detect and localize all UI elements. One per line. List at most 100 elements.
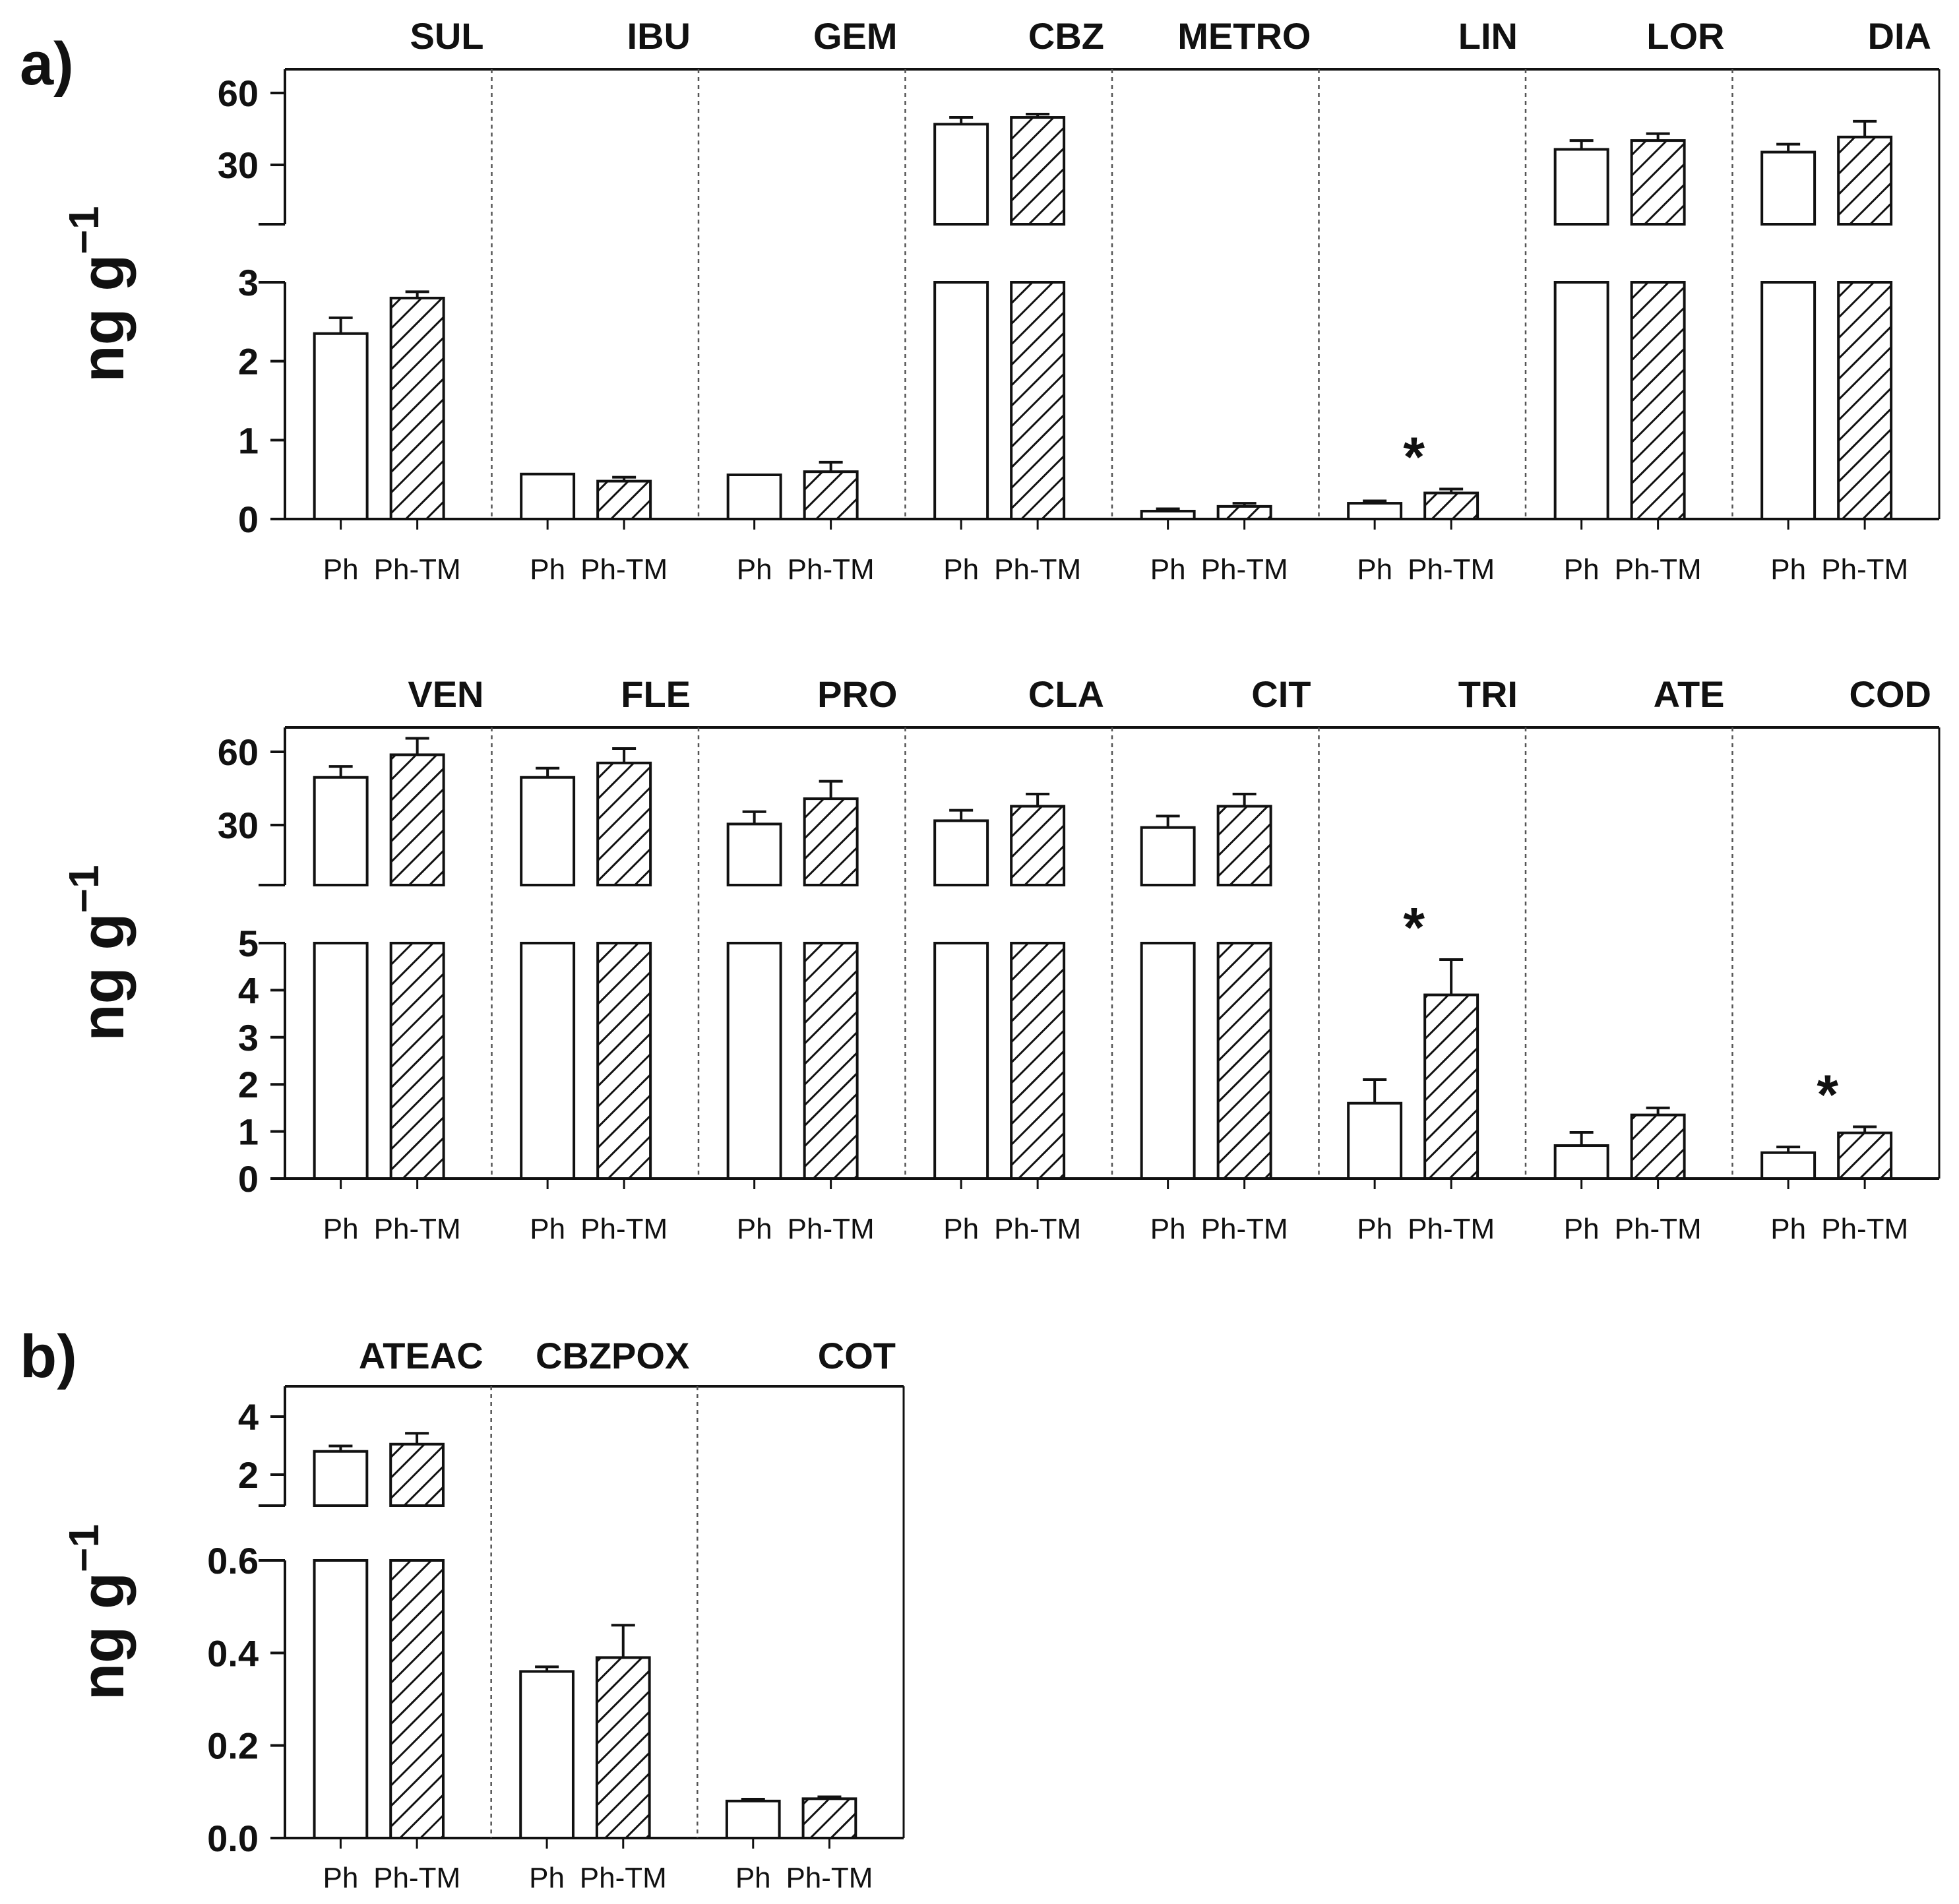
y-axis-title-text: ng g (69, 913, 137, 1041)
bar-ph (1140, 510, 1196, 520)
category-label: Ph-TM (786, 1862, 873, 1894)
drug-label: VEN (408, 673, 483, 715)
bar-ph-tm (596, 942, 652, 1180)
category-label: Ph-TM (1201, 1213, 1288, 1245)
category-label: Ph (323, 1213, 359, 1245)
bar-ph-upper (313, 1450, 369, 1508)
drug-label: IBU (627, 15, 691, 57)
bar-ph-upper (933, 819, 989, 887)
y-axis-title: ng g−1 (60, 865, 137, 1041)
drug-label: FLE (621, 673, 691, 715)
category-label: Ph-TM (994, 1213, 1081, 1245)
y-tick-label: 0.0 (207, 1818, 259, 1859)
category-label: Ph (1770, 1213, 1806, 1245)
bar-ph (1347, 1101, 1403, 1181)
bar-ph-tm (801, 1797, 857, 1840)
category-label: Ph (737, 1213, 772, 1245)
category-label: Ph (1150, 1213, 1186, 1245)
bar-ph (313, 942, 369, 1180)
bar-ph (933, 942, 989, 1180)
bar-ph-upper (933, 123, 989, 226)
bar-ph-tm-upper (1010, 805, 1066, 886)
category-label: Ph (943, 553, 979, 586)
drug-label: CBZ (1028, 15, 1104, 57)
category-label: Ph-TM (1821, 553, 1908, 586)
bar-ph-tm (389, 296, 445, 520)
drug-label: CBZPOX (536, 1335, 689, 1376)
category-label: Ph (530, 1213, 565, 1245)
bar-ph-tm (1837, 281, 1893, 520)
y-tick-label: 3 (238, 262, 259, 303)
y-tick-label: 30 (218, 805, 259, 846)
drug-label: SUL (410, 15, 484, 57)
bar-ph-tm-upper (1837, 135, 1893, 226)
bar-ph-upper (313, 776, 369, 887)
y-tick-label: 2 (238, 1454, 259, 1496)
category-label: Ph (1357, 1213, 1392, 1245)
y-tick-label: 0 (238, 499, 259, 540)
category-label: Ph-TM (580, 553, 668, 586)
y-tick-label: 30 (218, 144, 259, 186)
bar-ph-upper (1140, 826, 1196, 886)
y-tick-label: 2 (238, 1064, 259, 1105)
drug-label: DIA (1868, 15, 1931, 57)
bar-ph-tm-upper (803, 797, 859, 887)
bar-ph (520, 942, 576, 1180)
y-tick-label: 0.4 (207, 1632, 259, 1674)
category-label: Ph (943, 1213, 979, 1245)
bar-ph (1347, 502, 1403, 520)
category-label: Ph (1564, 553, 1600, 586)
category-label: Ph (1770, 553, 1806, 586)
category-label: Ph (323, 1862, 359, 1894)
category-label: Ph (735, 1862, 771, 1894)
y-tick-label: 0 (238, 1158, 259, 1200)
y-axis-title-text: ng g (69, 254, 137, 382)
bar-ph (313, 1559, 369, 1839)
y-axis-title-text: ng g (69, 1572, 137, 1700)
drug-label: LIN (1458, 15, 1518, 57)
panel-label: a) (20, 30, 74, 98)
drug-label: PRO (817, 673, 897, 715)
bar-ph-tm-upper (1216, 805, 1272, 886)
bar-ph (519, 1670, 575, 1839)
bar-ph-tm (803, 942, 859, 1180)
y-axis-title-exponent: −1 (60, 865, 108, 913)
category-label: Ph-TM (374, 553, 461, 586)
bar-ph-upper (1553, 148, 1609, 226)
category-label: Ph-TM (1821, 1213, 1908, 1245)
y-tick-label: 4 (238, 1396, 259, 1438)
bar-ph (726, 473, 782, 521)
bar-ph (933, 281, 989, 520)
category-label: Ph-TM (580, 1213, 668, 1245)
bar-ph-tm (803, 470, 859, 521)
bar-ph-tm (1630, 281, 1686, 520)
category-label: Ph (529, 1862, 565, 1894)
category-label: Ph (1357, 553, 1392, 586)
y-tick-label: 1 (238, 1111, 259, 1153)
category-label: Ph-TM (1408, 1213, 1495, 1245)
significance-star: * (1817, 1063, 1838, 1125)
category-label: Ph (323, 553, 359, 586)
category-label: Ph-TM (1408, 553, 1495, 586)
category-label: Ph (530, 553, 565, 586)
category-label: Ph-TM (580, 1862, 667, 1894)
y-tick-label: 0.6 (207, 1540, 259, 1582)
bar-ph-tm (1216, 505, 1272, 520)
y-axis-title: ng g−1 (60, 1524, 137, 1700)
category-label: Ph-TM (1615, 1213, 1702, 1245)
bar-ph (520, 472, 576, 520)
bar-ph-upper (1760, 150, 1817, 226)
category-label: Ph-TM (1615, 553, 1702, 586)
bar-ph-tm (595, 1656, 651, 1840)
y-axis-title-exponent: −1 (60, 206, 108, 254)
significance-star: * (1403, 426, 1425, 488)
drug-label: CLA (1028, 673, 1104, 715)
bar-ph-tm (1837, 1131, 1893, 1180)
bar-ph-tm (1216, 942, 1272, 1180)
y-tick-label: 0.2 (207, 1725, 259, 1767)
bar-ph-tm (596, 479, 652, 520)
bar-ph (1760, 281, 1817, 520)
bar-ph-tm (1423, 993, 1479, 1181)
bar-ph-tm (389, 1559, 445, 1839)
drug-label: METRO (1177, 15, 1311, 57)
